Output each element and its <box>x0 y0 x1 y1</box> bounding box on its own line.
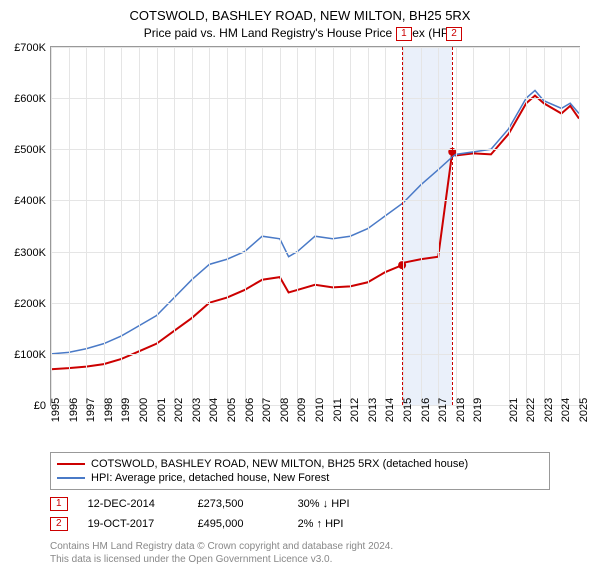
attribution-footer: Contains HM Land Registry data © Crown c… <box>50 540 550 566</box>
plot-area: 12 <box>50 46 580 406</box>
chart-subtitle: Price paid vs. HM Land Registry's House … <box>0 23 600 46</box>
event-date: 12-DEC-2014 <box>88 498 178 510</box>
event-row: 2 19-OCT-2017 £495,000 2% ↑ HPI <box>50 514 550 534</box>
event-delta: 30% ↓ HPI <box>298 498 388 510</box>
event-price: £273,500 <box>198 498 278 510</box>
event-marker-1: 1 <box>50 497 68 511</box>
event-price: £495,000 <box>198 518 278 530</box>
footer-line-1: Contains HM Land Registry data © Crown c… <box>50 540 550 553</box>
y-axis: £0£100K£200K£300K£400K£500K£600K£700K <box>0 48 50 408</box>
chart-title: COTSWOLD, BASHLEY ROAD, NEW MILTON, BH25… <box>0 0 600 23</box>
x-axis: 1995199619971998199920002001200220032004… <box>50 406 580 446</box>
sale-events-table: 1 12-DEC-2014 £273,500 30% ↓ HPI 2 19-OC… <box>50 494 550 534</box>
legend: COTSWOLD, BASHLEY ROAD, NEW MILTON, BH25… <box>50 452 550 490</box>
event-row: 1 12-DEC-2014 £273,500 30% ↓ HPI <box>50 494 550 514</box>
chart-container: COTSWOLD, BASHLEY ROAD, NEW MILTON, BH25… <box>0 0 600 560</box>
event-delta: 2% ↑ HPI <box>298 518 388 530</box>
event-date: 19-OCT-2017 <box>88 518 178 530</box>
event-marker-2: 2 <box>50 517 68 531</box>
